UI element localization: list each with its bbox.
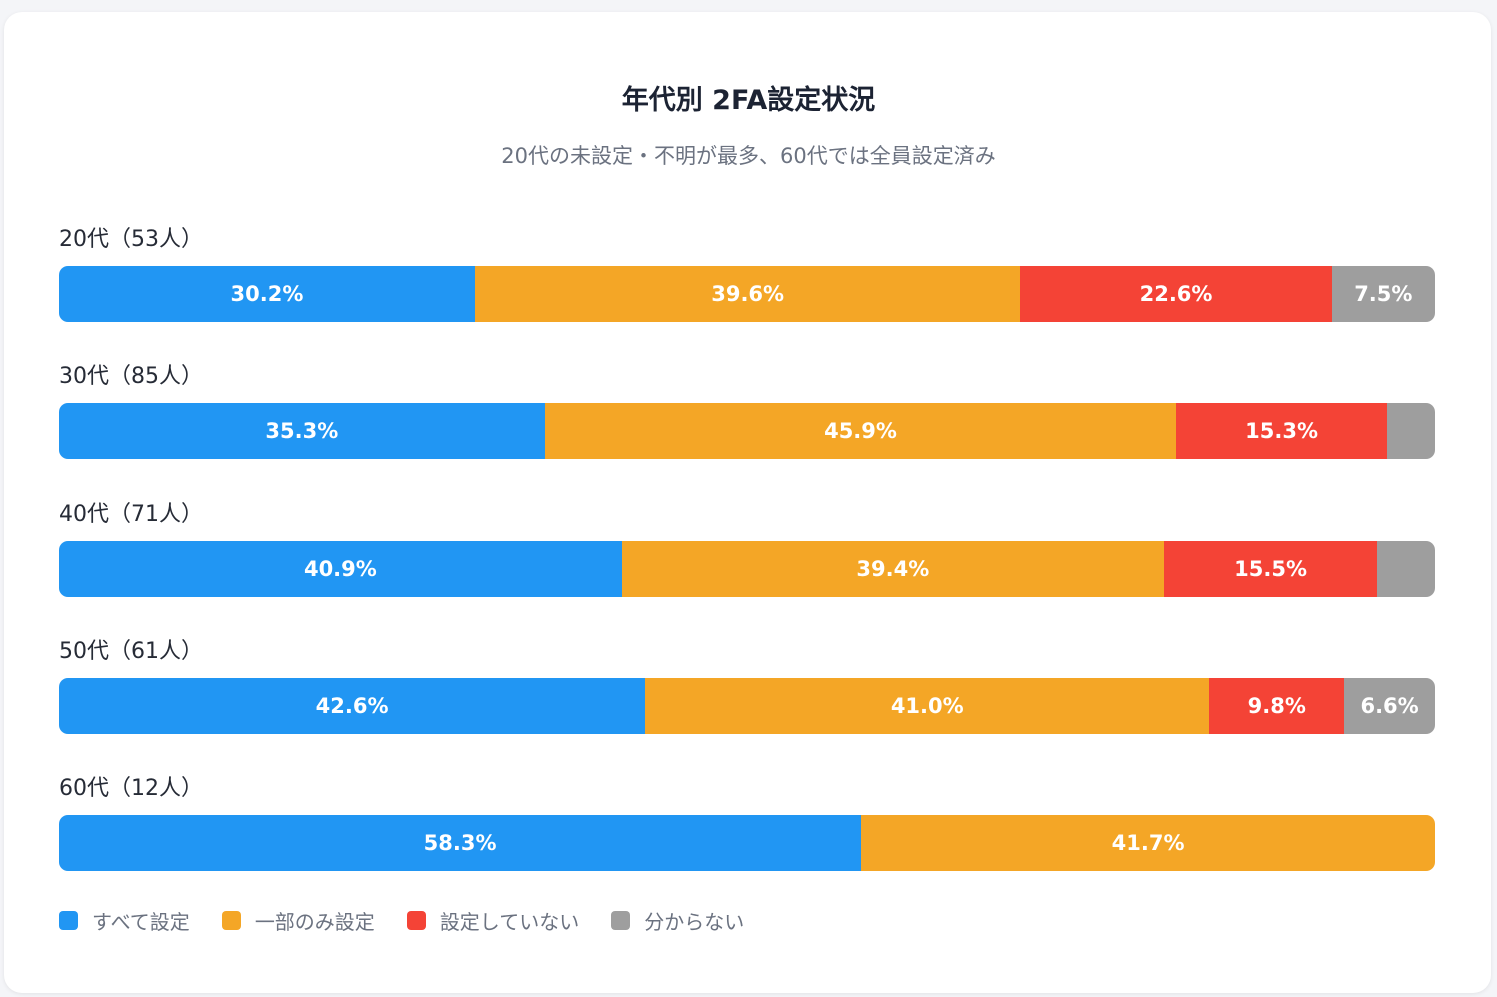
bar-row: 30代（85人） 35.3% 45.9% 15.3% — [59, 357, 1435, 494]
chart-rows: 20代（53人） 30.2% 39.6% 22.6% 7.5% 30代（85人） 35.3%… — [59, 220, 1435, 906]
legend-swatch — [59, 911, 78, 930]
bar-segment: 15.3% — [1176, 403, 1387, 460]
stacked-bar: 42.6% 41.0% 9.8% 6.6% — [59, 677, 1435, 734]
legend-swatch — [406, 911, 426, 930]
bar-segment: 35.3% — [59, 403, 545, 460]
bar-segment: 41.0% — [645, 677, 1210, 734]
bar-segment: 42.6% — [59, 677, 646, 734]
chart-title: 年代別 2FA設定状況 — [621, 85, 876, 116]
legend-item: 設定していない — [406, 906, 580, 935]
category-label: 30代（85人） — [59, 364, 203, 390]
bar-segment: 22.6% — [1020, 266, 1332, 322]
bar-segment: 15.5% — [1163, 540, 1378, 597]
stacked-bar: 58.3% 41.7% — [59, 815, 1435, 871]
chart-legend: すべて設定 一部のみ設定 設定していない 分からない — [59, 906, 744, 935]
stacked-bar: 35.3% 45.9% 15.3% — [59, 403, 1435, 460]
bar-segment: 40.9% — [59, 540, 622, 597]
bar-segment: 9.8% — [1209, 677, 1345, 734]
category-label: 60代（12人） — [59, 776, 203, 801]
legend-label: すべて設定 — [92, 910, 190, 934]
bar-segment: 39.6% — [474, 266, 1021, 322]
bar-row: 20代（53人） 30.2% 39.6% 22.6% 7.5% — [59, 220, 1435, 357]
legend-label: 一部のみ設定 — [254, 910, 375, 934]
bar-segment: 58.3% — [59, 815, 862, 871]
stacked-bar: 30.2% 39.6% 22.6% 7.5% — [59, 266, 1435, 322]
bar-segment: 39.4% — [621, 540, 1164, 597]
bar-row: 60代（12人） 58.3% 41.7% — [59, 769, 1435, 906]
bar-segment: 6.6% — [1344, 677, 1435, 734]
bar-segment: 30.2% — [59, 266, 475, 322]
bar-row: 40代（71人） 40.9% 39.4% 15.5% — [59, 495, 1435, 632]
legend-item: 一部のみ設定 — [221, 906, 375, 935]
stacked-bar: 40.9% 39.4% 15.5% — [59, 540, 1435, 597]
legend-label: 分からない — [644, 910, 745, 934]
legend-item: すべて設定 — [59, 906, 190, 935]
legend-swatch — [611, 911, 631, 930]
bar-segment: 45.9% — [544, 403, 1177, 460]
bar-segment: 7.5% — [1331, 266, 1435, 322]
legend-label: 設定していない — [439, 910, 580, 934]
chart-subtitle: 20代の未設定・不明が最多、60代では全員設定済み — [501, 144, 996, 168]
category-label: 50代（61人） — [59, 638, 203, 664]
category-label: 40代（71人） — [59, 501, 203, 527]
bar-row: 50代（61人） 42.6% 41.0% 9.8% 6.6% — [59, 632, 1435, 769]
bar-segment — [1386, 403, 1435, 460]
legend-item: 分からない — [611, 906, 744, 935]
legend-swatch — [221, 911, 241, 930]
bar-segment — [1377, 540, 1435, 597]
bar-segment: 41.7% — [861, 815, 1435, 871]
category-label: 20代（53人） — [59, 227, 203, 252]
